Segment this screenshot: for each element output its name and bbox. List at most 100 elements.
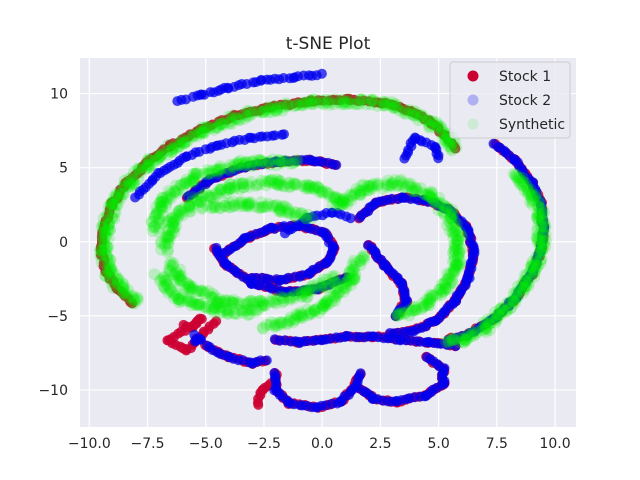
scatter-point bbox=[308, 282, 321, 295]
scatter-point bbox=[425, 185, 437, 198]
scatter-point bbox=[131, 291, 144, 304]
scatter-point bbox=[389, 102, 401, 114]
x-tick-label: −7.5 bbox=[131, 436, 165, 452]
scatter-point bbox=[181, 277, 194, 290]
scatter-point bbox=[430, 288, 443, 301]
scatter-point bbox=[209, 200, 222, 213]
scatter-point bbox=[492, 308, 505, 321]
scatter-point bbox=[436, 198, 449, 210]
scatter-point bbox=[539, 234, 552, 247]
scatter-point bbox=[104, 202, 117, 215]
scatter-point bbox=[324, 290, 337, 303]
scatter-point bbox=[531, 260, 544, 273]
scatter-point bbox=[302, 97, 315, 110]
scatter-point bbox=[407, 184, 420, 197]
scatter-point bbox=[256, 201, 269, 214]
scatter-point bbox=[176, 209, 189, 222]
scatter-point bbox=[179, 282, 192, 295]
scatter-point bbox=[341, 198, 353, 211]
scatter-point bbox=[485, 316, 498, 329]
scatter-point bbox=[105, 265, 118, 278]
scatter-point bbox=[446, 221, 458, 233]
scatter-point bbox=[526, 198, 539, 211]
scatter-point bbox=[212, 162, 225, 175]
scatter-point bbox=[97, 221, 110, 234]
scatter-point bbox=[501, 296, 514, 309]
scatter-point bbox=[305, 284, 318, 297]
scatter-point bbox=[207, 198, 220, 211]
scatter-point bbox=[297, 309, 310, 322]
scatter-point bbox=[363, 179, 376, 192]
scatter-point bbox=[264, 102, 277, 115]
scatter-point bbox=[264, 319, 277, 331]
scatter-point bbox=[536, 226, 549, 239]
scatter-point bbox=[337, 97, 350, 110]
scatter-point bbox=[403, 104, 416, 117]
scatter-point bbox=[172, 270, 185, 283]
scatter-point bbox=[322, 298, 335, 311]
scatter-point bbox=[317, 298, 330, 311]
scatter-point bbox=[141, 159, 154, 171]
scatter-point bbox=[160, 197, 173, 210]
scatter-point bbox=[406, 108, 419, 121]
scatter-point bbox=[450, 143, 461, 154]
scatter-point bbox=[390, 179, 403, 192]
scatter-point bbox=[184, 175, 196, 188]
scatter-point bbox=[512, 171, 525, 184]
scatter-point bbox=[146, 215, 159, 228]
scatter-point bbox=[476, 324, 489, 337]
scatter-point bbox=[273, 154, 286, 167]
scatter-point bbox=[166, 286, 179, 299]
scatter-point bbox=[516, 277, 529, 290]
scatter-point bbox=[410, 106, 423, 119]
scatter-point bbox=[290, 308, 303, 321]
scatter-point bbox=[281, 99, 293, 112]
scatter-point bbox=[176, 184, 189, 197]
scatter-point bbox=[329, 290, 342, 303]
scatter-point bbox=[237, 159, 250, 172]
scatter-point bbox=[237, 181, 250, 194]
scatter-point bbox=[99, 225, 111, 237]
scatter-point bbox=[322, 187, 335, 200]
scatter-point bbox=[217, 305, 230, 318]
scatter-point bbox=[97, 232, 110, 245]
scatter-point bbox=[175, 274, 188, 287]
scatter-point bbox=[538, 221, 551, 234]
scatter-point bbox=[302, 182, 314, 195]
scatter-point bbox=[244, 159, 257, 172]
scatter-point bbox=[394, 307, 407, 320]
scatter-point bbox=[123, 291, 136, 304]
scatter-point bbox=[257, 298, 269, 311]
scatter-point bbox=[306, 97, 318, 110]
scatter-point bbox=[110, 191, 123, 204]
scatter-point bbox=[161, 237, 174, 250]
scatter-point bbox=[346, 266, 358, 279]
scatter-point bbox=[264, 176, 277, 189]
scatter-point bbox=[399, 104, 412, 117]
scatter-point bbox=[99, 226, 112, 239]
scatter-point bbox=[167, 268, 180, 281]
scatter-point bbox=[262, 175, 275, 188]
scatter-point bbox=[196, 189, 209, 202]
scatter-point bbox=[538, 235, 551, 248]
scatter-point bbox=[362, 184, 375, 197]
scatter-point bbox=[308, 304, 321, 317]
scatter-point bbox=[183, 201, 196, 214]
scatter-point bbox=[161, 274, 174, 287]
scatter-point bbox=[204, 122, 217, 135]
scatter-point bbox=[447, 227, 460, 240]
scatter-point bbox=[241, 304, 254, 316]
scatter-point bbox=[184, 279, 197, 292]
scatter-point bbox=[194, 284, 207, 297]
scatter-point bbox=[365, 95, 378, 108]
scatter-point bbox=[454, 254, 467, 267]
scatter-point bbox=[222, 201, 235, 214]
scatter-point bbox=[408, 105, 421, 117]
scatter-point bbox=[245, 156, 258, 169]
scatter-point bbox=[459, 334, 472, 347]
scatter-point bbox=[422, 188, 435, 201]
scatter-point bbox=[338, 192, 351, 205]
scatter-point bbox=[326, 199, 339, 212]
scatter-point bbox=[290, 155, 302, 168]
scatter-point bbox=[391, 309, 404, 322]
